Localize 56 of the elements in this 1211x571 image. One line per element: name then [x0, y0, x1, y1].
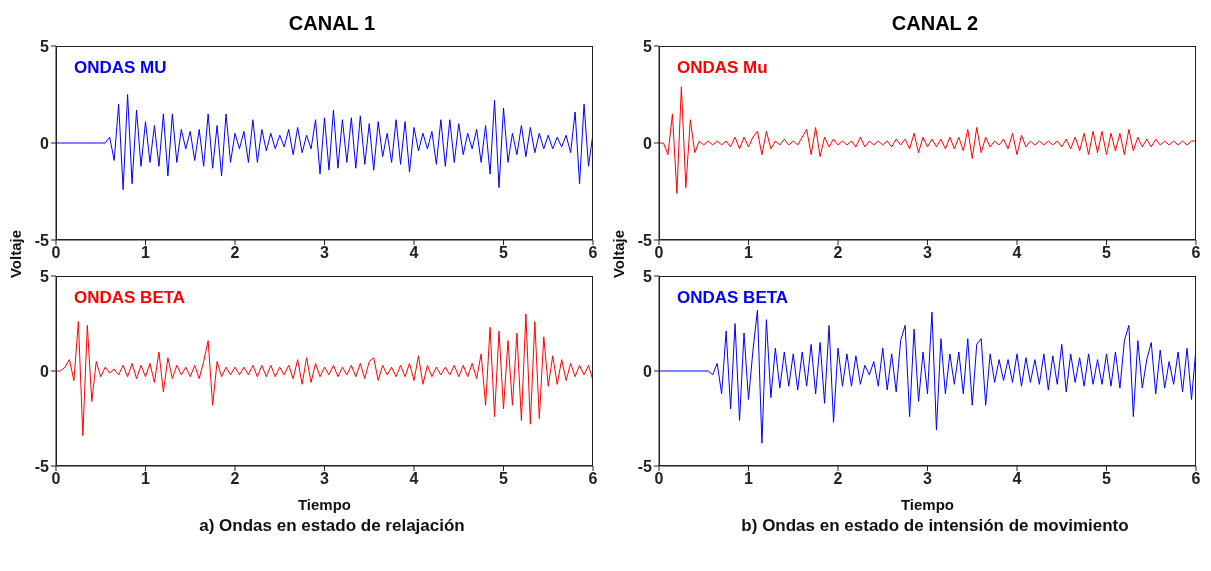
y-tick-label: 5 — [643, 37, 653, 55]
y-tick-label: 0 — [40, 134, 50, 152]
y-tick-label: -5 — [34, 231, 50, 249]
line-series — [659, 309, 1196, 444]
y-tick-label: -5 — [637, 457, 653, 475]
y-tick-label: 5 — [40, 37, 50, 55]
annotation: ONDAS Mu — [677, 58, 768, 78]
x-tick-label: 5 — [1102, 470, 1112, 488]
x-tick-label: 4 — [1012, 470, 1022, 488]
annotation: ONDAS MU — [74, 58, 167, 78]
x-tick-label: 5 — [1102, 244, 1112, 262]
x-tick-label: 0 — [51, 470, 61, 488]
x-tick-label: 2 — [230, 470, 240, 488]
y-tick-label: 0 — [40, 362, 50, 380]
x-tick-label: 2 — [230, 244, 240, 262]
line-series — [659, 86, 1196, 194]
annotation: ONDAS BETA — [74, 288, 186, 308]
x-tick-label: 0 — [654, 244, 664, 262]
y-axis-title: Voltaje — [610, 230, 627, 279]
x-tick-label: 2 — [833, 470, 843, 488]
x-axis-title: Tiempo — [900, 496, 955, 513]
annotation: ONDAS BETA — [677, 288, 789, 308]
y-tick-label: -5 — [34, 457, 50, 475]
x-tick-label: 1 — [141, 470, 151, 488]
chart-title: CANAL 2 — [890, 11, 980, 36]
x-tick-label: 3 — [320, 470, 330, 488]
line-series — [56, 313, 593, 437]
y-tick-label: -5 — [637, 231, 653, 249]
text: a) Ondas en estado de relajación — [198, 516, 466, 536]
x-tick-label: 0 — [654, 470, 664, 488]
x-tick-label: 1 — [744, 470, 754, 488]
x-tick-label: 4 — [1012, 244, 1022, 262]
x-tick-label: 3 — [320, 244, 330, 262]
chart-title: CANAL 1 — [287, 11, 377, 36]
x-tick-label: 1 — [141, 244, 151, 262]
x-tick-label: 3 — [923, 470, 933, 488]
x-tick-label: 6 — [1191, 470, 1201, 488]
text: b) Ondas en estado de intensión de movimiento — [740, 516, 1130, 536]
y-axis-title: Voltaje — [7, 230, 24, 279]
x-tick-label: 2 — [833, 244, 843, 262]
line-series — [56, 94, 593, 191]
y-tick-label: 0 — [643, 362, 653, 380]
x-tick-label: 5 — [499, 244, 509, 262]
x-tick-label: 6 — [588, 244, 598, 262]
x-tick-label: 4 — [409, 470, 419, 488]
y-tick-label: 5 — [40, 267, 50, 285]
x-tick-label: 5 — [499, 470, 509, 488]
x-tick-label: 3 — [923, 244, 933, 262]
x-tick-label: 6 — [1191, 244, 1201, 262]
x-tick-label: 1 — [744, 244, 754, 262]
x-axis-title: Tiempo — [297, 496, 352, 513]
x-tick-label: 0 — [51, 244, 61, 262]
y-tick-label: 5 — [643, 267, 653, 285]
y-tick-label: 0 — [643, 134, 653, 152]
x-tick-label: 6 — [588, 470, 598, 488]
x-tick-label: 4 — [409, 244, 419, 262]
